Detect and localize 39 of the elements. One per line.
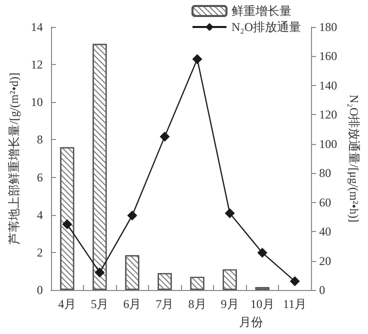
- x-axis-title: 月份: [239, 315, 264, 329]
- y2-axis-title: N₂O排放通量/[μg/(m²•h)]: [347, 94, 361, 222]
- point: [224, 208, 235, 218]
- point: [94, 267, 105, 278]
- point: [257, 248, 268, 258]
- point: [127, 210, 138, 220]
- point: [290, 276, 300, 286]
- y2-tick-label: 160: [319, 49, 338, 64]
- y-axis-title: 芦苇地上部鲜重增长量/[g/(m²•d)]: [7, 72, 21, 244]
- point: [160, 132, 170, 142]
- x-tick-label: 6月: [123, 297, 142, 311]
- y2-tick-label: 180: [319, 20, 338, 34]
- x-tick-label: 9月: [220, 297, 239, 311]
- x-tick-label: 4月: [58, 297, 76, 311]
- y-tick-label: 0: [36, 283, 43, 297]
- y2-tick-label: 0: [319, 283, 326, 297]
- y2-tick-label: 40: [319, 224, 332, 239]
- y2-tick-label: 140: [319, 78, 338, 92]
- y-tick-label: 6: [36, 170, 43, 184]
- y2-tick-label: 80: [319, 166, 332, 180]
- y-tick-label: 10: [30, 95, 43, 110]
- y-tick-label: 2: [36, 245, 43, 260]
- y-tick-label: 8: [36, 132, 43, 147]
- x-tick-label: 5月: [90, 297, 109, 311]
- y2-tick-label: 20: [319, 254, 332, 268]
- legend-label: N₂O排放通量: [231, 20, 301, 34]
- y-tick-label: 4: [36, 208, 43, 222]
- y2-tick-label: 120: [319, 108, 338, 122]
- x-tick-label: 10月: [250, 297, 274, 311]
- point: [192, 54, 202, 64]
- y2-tick-label: 60: [319, 195, 332, 210]
- point: [62, 219, 72, 230]
- x-tick-label: 7月: [156, 297, 174, 311]
- y2-tick-label: 100: [319, 136, 338, 151]
- x-tick-label: 8月: [188, 297, 206, 311]
- y-tick-label: 14: [30, 20, 43, 34]
- x-tick-label: 11月: [283, 297, 307, 311]
- y-tick-label: 12: [30, 58, 43, 72]
- legend-label: 鲜重增长量: [231, 4, 292, 18]
